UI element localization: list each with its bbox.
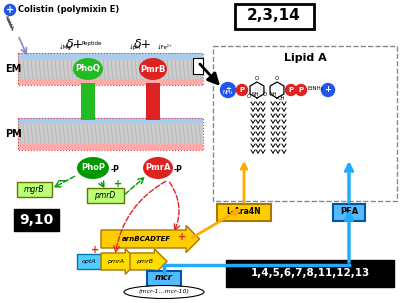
Ellipse shape <box>73 58 103 80</box>
Text: PEA: PEA <box>340 208 358 217</box>
Circle shape <box>236 85 248 95</box>
Text: Colistin (polymixin E): Colistin (polymixin E) <box>18 5 119 15</box>
Text: +: + <box>91 245 99 255</box>
Text: arnBCADTEF: arnBCADTEF <box>122 236 171 242</box>
Text: (mcr-1...mcr-10): (mcr-1...mcr-10) <box>138 289 190 295</box>
Text: NH₃: NH₃ <box>223 89 233 95</box>
Circle shape <box>286 85 296 95</box>
Text: O: O <box>255 76 259 82</box>
Text: +: + <box>324 85 332 95</box>
FancyBboxPatch shape <box>147 271 181 286</box>
Text: ↓Fe²⁺: ↓Fe²⁺ <box>157 45 173 49</box>
FancyBboxPatch shape <box>234 4 314 28</box>
Text: −: − <box>57 175 67 188</box>
Circle shape <box>220 82 236 98</box>
FancyBboxPatch shape <box>130 249 167 274</box>
Bar <box>18 53 203 59</box>
Text: ↓Mg²⁺: ↓Mg²⁺ <box>59 44 77 50</box>
Text: -P: -P <box>111 165 120 175</box>
Text: PM: PM <box>5 129 22 139</box>
Bar <box>18 125 203 144</box>
Text: 1,4,5,6,7,8,11,12,13: 1,4,5,6,7,8,11,12,13 <box>250 268 370 278</box>
FancyBboxPatch shape <box>226 260 394 287</box>
FancyBboxPatch shape <box>101 249 138 274</box>
FancyBboxPatch shape <box>217 204 271 221</box>
Bar <box>18 118 203 150</box>
Text: optA: optA <box>82 258 96 264</box>
Text: PmrB: PmrB <box>140 65 166 74</box>
Text: PhoQ: PhoQ <box>76 65 100 74</box>
Text: δ+: δ+ <box>134 38 152 52</box>
Text: 2,3,14: 2,3,14 <box>247 8 301 24</box>
Bar <box>18 53 203 85</box>
Ellipse shape <box>254 86 266 96</box>
Text: P: P <box>240 87 244 93</box>
Ellipse shape <box>143 157 173 179</box>
Text: O: O <box>263 92 267 96</box>
Text: O: O <box>247 95 251 99</box>
Bar <box>18 59 203 78</box>
Text: NH: NH <box>269 92 277 98</box>
Text: +: + <box>178 232 186 242</box>
Text: Peptide: Peptide <box>82 41 102 45</box>
Ellipse shape <box>139 58 167 80</box>
Text: 9,10: 9,10 <box>19 213 53 227</box>
Text: EM: EM <box>5 64 21 74</box>
Text: L-Ara4N: L-Ara4N <box>227 208 261 217</box>
FancyBboxPatch shape <box>17 182 52 197</box>
Text: O: O <box>275 76 279 82</box>
FancyBboxPatch shape <box>14 209 59 231</box>
Text: PmrA: PmrA <box>145 164 171 172</box>
Bar <box>18 118 203 125</box>
Text: Lipid A: Lipid A <box>284 53 326 63</box>
Bar <box>193 58 203 74</box>
Text: pmrB: pmrB <box>136 258 154 264</box>
Text: P: P <box>288 87 294 93</box>
Text: pmrD: pmrD <box>94 191 116 199</box>
Text: mgrB: mgrB <box>24 185 44 194</box>
Text: -P: -P <box>174 165 183 175</box>
Text: mcr: mcr <box>155 274 173 282</box>
Text: +: + <box>225 86 231 92</box>
Text: OH: OH <box>277 95 285 101</box>
FancyBboxPatch shape <box>77 254 102 269</box>
Text: PhoP: PhoP <box>81 164 105 172</box>
Bar <box>81 83 95 120</box>
Bar <box>18 78 203 85</box>
Bar <box>18 144 203 150</box>
Text: NH: NH <box>251 92 259 98</box>
FancyBboxPatch shape <box>87 188 124 203</box>
Bar <box>146 83 160 120</box>
Circle shape <box>322 84 334 96</box>
Circle shape <box>4 5 16 15</box>
FancyBboxPatch shape <box>333 204 365 221</box>
Ellipse shape <box>124 285 204 298</box>
Text: +: + <box>114 179 122 189</box>
Text: ↓pH: ↓pH <box>129 44 141 50</box>
Text: pmrA: pmrA <box>108 258 124 264</box>
Bar <box>213 46 397 201</box>
Text: δ+: δ+ <box>66 38 84 52</box>
Text: EtNH₂: EtNH₂ <box>308 86 324 92</box>
Text: P: P <box>298 87 304 93</box>
Circle shape <box>296 85 306 95</box>
Ellipse shape <box>77 157 109 179</box>
Text: +: + <box>6 5 14 15</box>
FancyBboxPatch shape <box>101 225 200 252</box>
